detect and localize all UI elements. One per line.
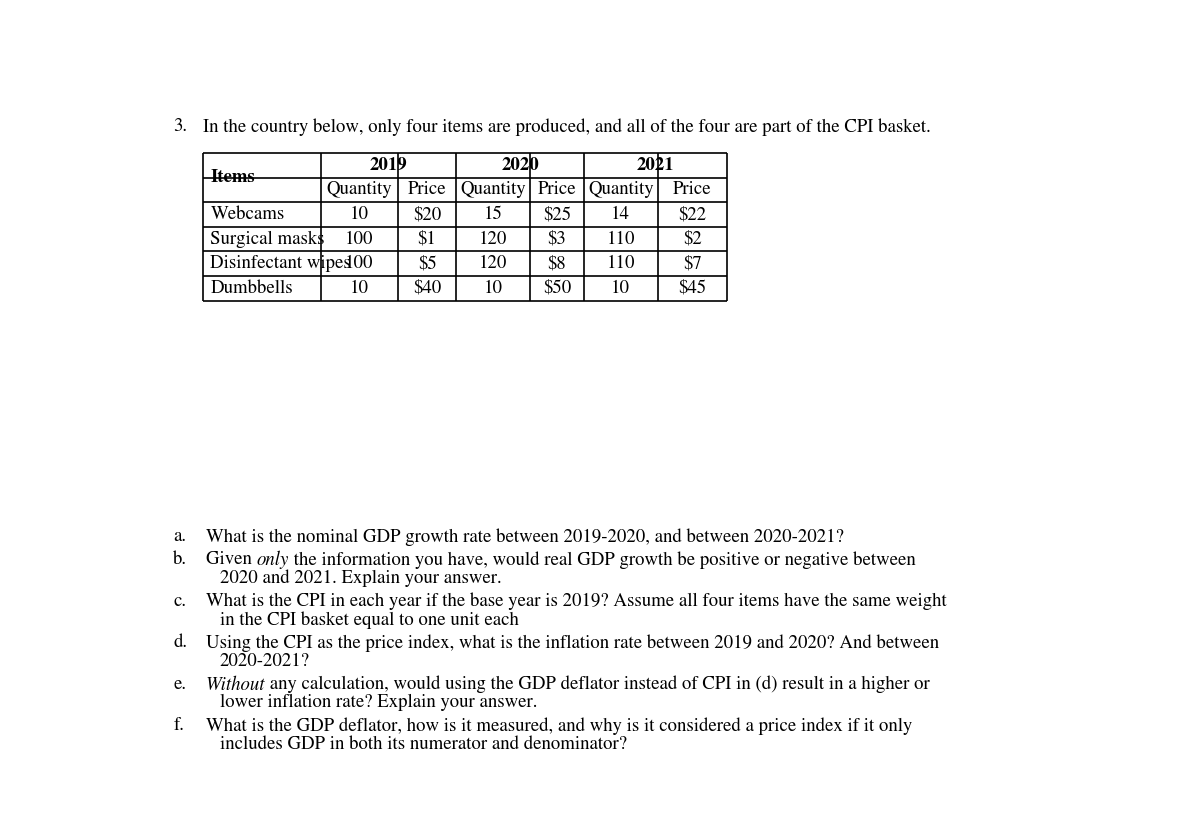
Text: Items: Items [210, 169, 256, 186]
Text: Dumbbells: Dumbbells [210, 280, 293, 297]
Text: the information you have, would real GDP growth be positive or negative between: the information you have, would real GDP… [289, 551, 916, 568]
Text: What is the CPI in each year if the base year is 2019? Assume all four items hav: What is the CPI in each year if the base… [206, 592, 947, 610]
Text: Webcams: Webcams [210, 206, 284, 223]
Text: 110: 110 [606, 255, 635, 272]
Text: 3.: 3. [173, 118, 187, 135]
Text: Quantity: Quantity [326, 182, 392, 199]
Text: 110: 110 [606, 230, 635, 247]
Text: Without: Without [206, 676, 265, 694]
Text: e.: e. [173, 676, 186, 693]
Text: 10: 10 [484, 280, 503, 297]
Text: $7: $7 [683, 255, 702, 272]
Text: $25: $25 [542, 206, 571, 223]
Text: $5: $5 [418, 255, 437, 272]
Text: What is the nominal GDP growth rate between 2019-2020, and between 2020-2021?: What is the nominal GDP growth rate betw… [206, 528, 844, 545]
Text: 2019: 2019 [370, 157, 407, 174]
Text: Disinfectant wipes: Disinfectant wipes [210, 255, 352, 272]
Text: any calculation, would using the GDP deflator instead of CPI in (d) result in a : any calculation, would using the GDP def… [265, 676, 930, 693]
Text: $3: $3 [547, 230, 566, 247]
Text: a.: a. [173, 528, 186, 545]
Text: $45: $45 [678, 280, 707, 297]
Text: Price: Price [408, 182, 446, 199]
Text: 10: 10 [611, 280, 630, 297]
Text: Price: Price [538, 182, 576, 199]
Text: lower inflation rate? Explain your answer.: lower inflation rate? Explain your answe… [220, 694, 538, 711]
Text: $8: $8 [547, 255, 566, 272]
Text: $50: $50 [542, 280, 571, 297]
Text: only: only [257, 551, 289, 569]
Text: In the country below, only four items are produced, and all of the four are part: In the country below, only four items ar… [203, 118, 930, 136]
Text: Quantity: Quantity [588, 182, 654, 199]
Text: 14: 14 [611, 206, 630, 223]
Text: Price: Price [673, 182, 712, 199]
Text: 100: 100 [346, 255, 373, 272]
Text: $2: $2 [683, 230, 702, 247]
Text: 15: 15 [484, 206, 503, 223]
Text: Given: Given [206, 551, 257, 568]
Text: c.: c. [173, 592, 186, 610]
Text: d.: d. [173, 634, 187, 651]
Text: Quantity: Quantity [460, 182, 526, 199]
Text: includes GDP in both its numerator and denominator?: includes GDP in both its numerator and d… [220, 736, 626, 753]
Text: 100: 100 [346, 230, 373, 247]
Text: $22: $22 [678, 206, 707, 223]
Text: b.: b. [173, 551, 187, 568]
Text: 2020: 2020 [502, 157, 539, 174]
Text: Using the CPI as the price index, what is the inflation rate between 2019 and 20: Using the CPI as the price index, what i… [206, 634, 938, 652]
Text: $1: $1 [418, 230, 437, 247]
Text: What is the GDP deflator, how is it measured, and why is it considered a price i: What is the GDP deflator, how is it meas… [206, 717, 912, 735]
Text: 2020 and 2021. Explain your answer.: 2020 and 2021. Explain your answer. [220, 569, 502, 587]
Text: 120: 120 [479, 255, 508, 272]
Text: 2020-2021?: 2020-2021? [220, 653, 310, 670]
Text: $40: $40 [413, 280, 442, 297]
Text: $20: $20 [413, 206, 442, 223]
Text: f.: f. [173, 717, 184, 734]
Text: in the CPI basket equal to one unit each: in the CPI basket equal to one unit each [220, 611, 518, 629]
Text: Surgical masks: Surgical masks [210, 230, 325, 247]
Text: 120: 120 [479, 230, 508, 247]
Text: 10: 10 [349, 280, 368, 297]
Text: 10: 10 [349, 206, 368, 223]
Text: 2021: 2021 [637, 157, 674, 174]
